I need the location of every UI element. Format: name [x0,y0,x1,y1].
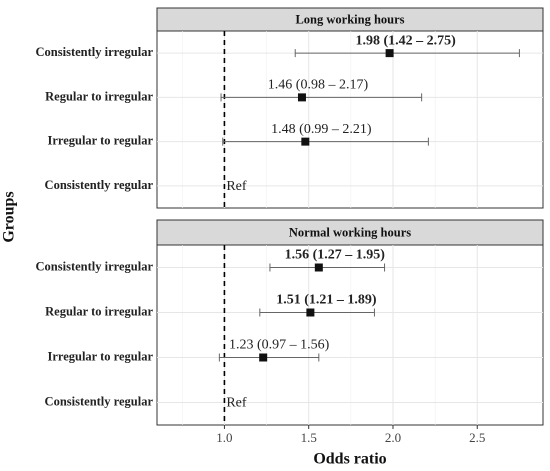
category-label: Regular to irregular [45,89,153,103]
value-label: 1.48 (0.99 – 2.21) [271,122,372,137]
point [259,353,268,362]
value-label: 1.23 (0.97 – 1.56) [229,338,330,353]
value-label: 1.56 (1.27 – 1.95) [285,248,386,263]
value-label: Ref [226,396,247,411]
panel-title: Long working hours [295,12,404,26]
value-label: 1.98 (1.42 – 2.75) [355,33,456,48]
category-label: Irregular to regular [47,349,153,363]
category-label: Consistently regular [45,394,154,408]
value-label: 1.46 (0.98 – 2.17) [268,78,369,93]
category-label: Consistently irregular [36,45,154,59]
category-label: Irregular to regular [47,134,153,148]
category-label: Consistently regular [45,178,154,192]
point [297,93,306,102]
point [314,263,323,272]
value-label: 1.51 (1.21 – 1.89) [276,293,377,308]
panel [156,244,544,426]
x-tick-label: 1.5 [301,430,317,445]
x-tick-label: 2.5 [469,430,485,445]
x-tick-label: 2.0 [385,430,401,445]
category-label: Regular to irregular [45,304,153,318]
value-label: Ref [226,179,247,194]
point [301,137,310,146]
x-tick-label: 1.0 [216,430,232,445]
x-axis-label: Odds ratio [313,451,386,468]
y-axis-label: Groups [1,191,18,242]
panel-title: Normal working hours [289,225,411,239]
point [385,49,394,58]
panel [156,30,544,209]
category-label: Consistently irregular [36,259,154,273]
point [306,308,315,317]
